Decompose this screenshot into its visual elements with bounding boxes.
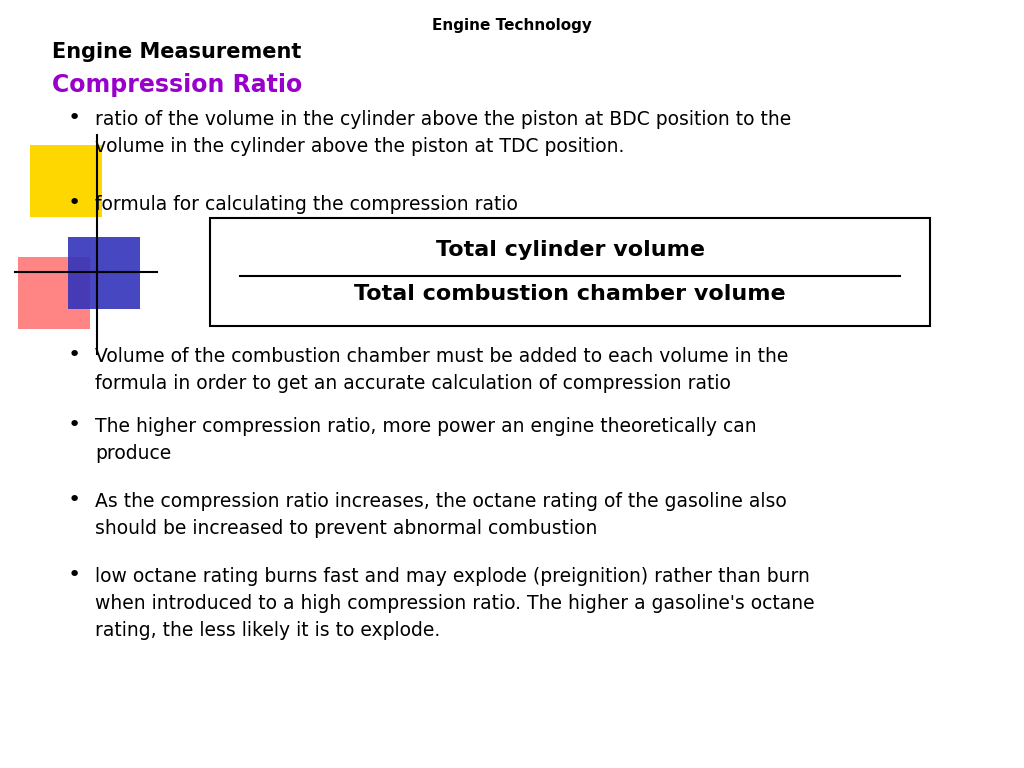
Bar: [30, 145, 102, 217]
Text: •: •: [68, 108, 81, 128]
FancyBboxPatch shape: [210, 218, 930, 326]
Text: Engine Technology: Engine Technology: [432, 18, 592, 33]
Text: Total cylinder volume: Total cylinder volume: [435, 240, 705, 260]
Text: ratio of the volume in the cylinder above the piston at BDC position to the
volu: ratio of the volume in the cylinder abov…: [95, 110, 792, 156]
Text: The higher compression ratio, more power an engine theoretically can
produce: The higher compression ratio, more power…: [95, 417, 757, 463]
Text: •: •: [68, 490, 81, 510]
Text: As the compression ratio increases, the octane rating of the gasoline also
shoul: As the compression ratio increases, the …: [95, 492, 786, 538]
Text: formula for calculating the compression ratio: formula for calculating the compression …: [95, 195, 518, 214]
Text: •: •: [68, 193, 81, 213]
Text: Total combustion chamber volume: Total combustion chamber volume: [354, 284, 785, 304]
Bar: [18, 257, 90, 329]
Text: Engine Measurement: Engine Measurement: [52, 42, 301, 62]
Text: •: •: [68, 345, 81, 365]
Text: Volume of the combustion chamber must be added to each volume in the
formula in : Volume of the combustion chamber must be…: [95, 347, 788, 393]
Bar: [68, 237, 140, 309]
Text: low octane rating burns fast and may explode (preignition) rather than burn
when: low octane rating burns fast and may exp…: [95, 567, 815, 641]
Text: •: •: [68, 565, 81, 585]
Text: Compression Ratio: Compression Ratio: [52, 73, 302, 97]
Text: •: •: [68, 415, 81, 435]
